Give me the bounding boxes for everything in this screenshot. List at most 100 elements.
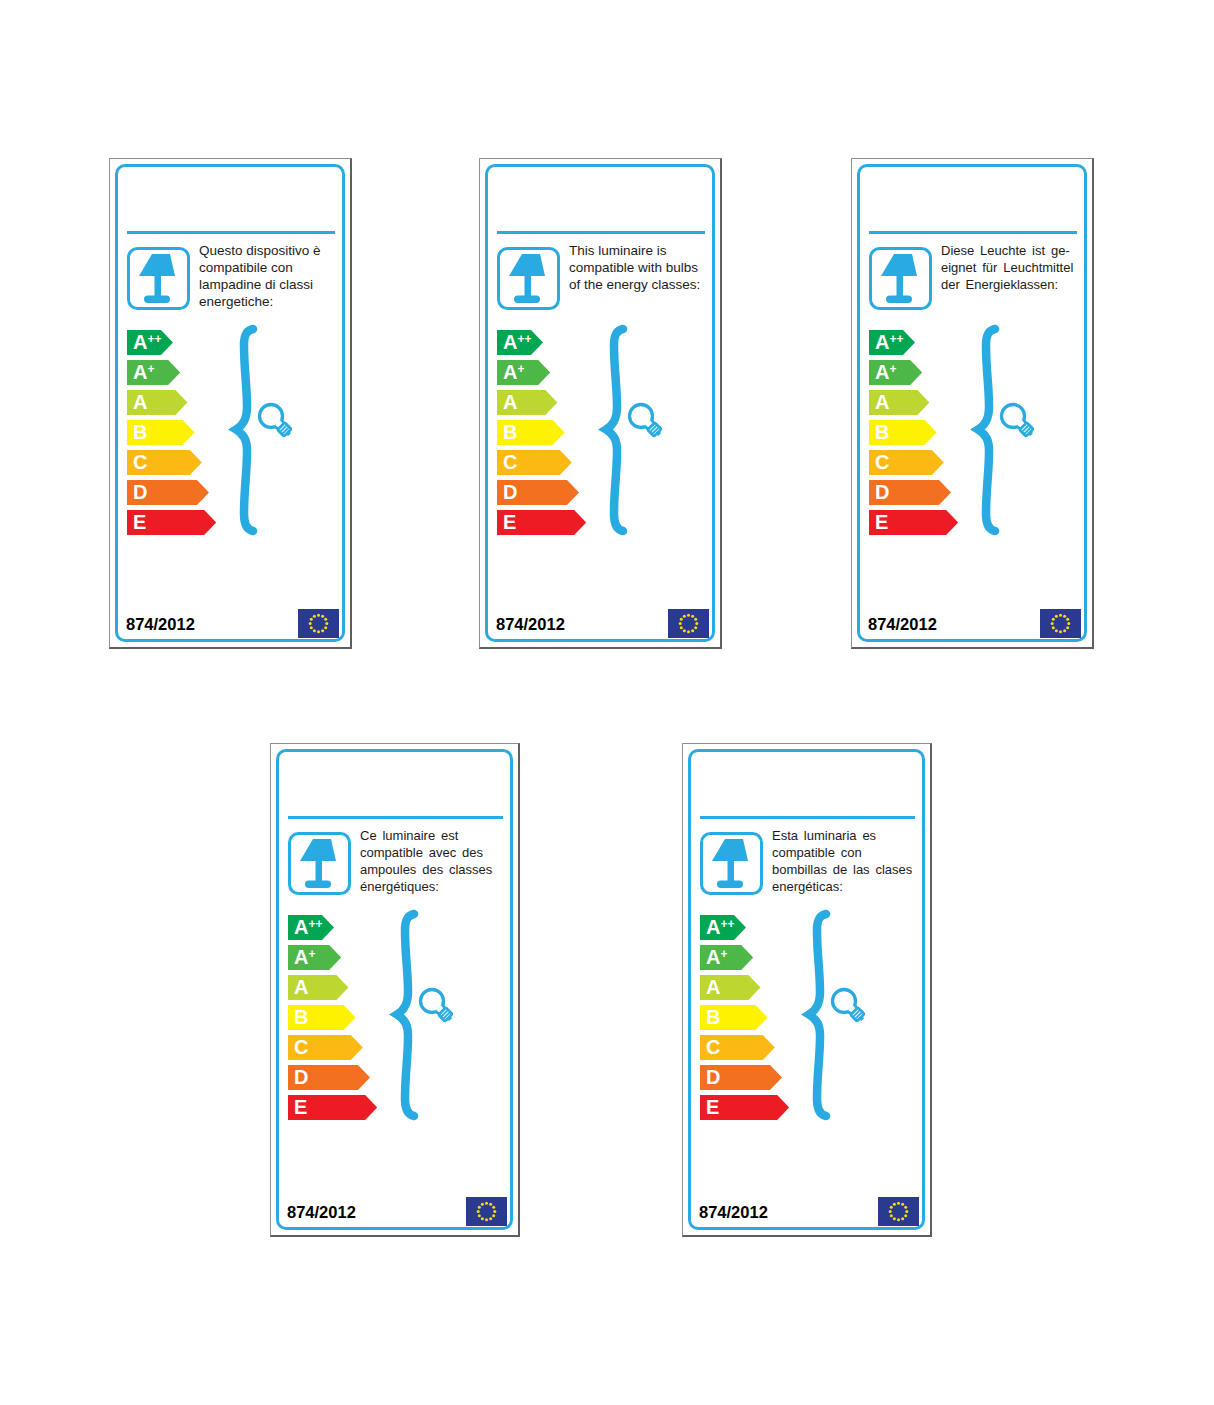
header-divider — [869, 231, 1077, 234]
regulation-number: 874/2012 — [287, 1203, 356, 1222]
energy-class-arrow-A+: A+ — [497, 360, 550, 385]
energy-class-arrow-A++: A++ — [127, 330, 173, 355]
energy-class-arrow-D: D — [497, 480, 579, 505]
energy-class-arrow-A+: A+ — [869, 360, 922, 385]
energy-label-card-french: Ce luminaire estcompatible avec desampou… — [270, 743, 520, 1237]
light-bulb-icon — [828, 985, 871, 1028]
curly-brace — [606, 329, 623, 531]
compatibility-text-line: of the energy classes: — [569, 276, 708, 293]
compatibility-text: Questo dispositivo ècompatibile conlampa… — [199, 242, 338, 310]
compatibility-text: Ce luminaire estcompatible avec desampou… — [360, 827, 506, 895]
energy-class-arrow-C: C — [700, 1035, 775, 1060]
compatibility-text-line: compatible avec des — [360, 844, 506, 861]
energy-class-arrow-B: B — [700, 1005, 768, 1030]
energy-class-arrow-C: C — [127, 450, 202, 475]
light-bulb-icon — [416, 985, 459, 1028]
energy-class-arrow-A++: A++ — [288, 915, 334, 940]
energy-class-arrow-C: C — [497, 450, 572, 475]
eu-flag-icon — [298, 609, 339, 638]
energy-class-arrow-E: E — [869, 510, 958, 535]
energy-class-scale: A++A+ABCDE — [700, 915, 789, 1125]
energy-label-card-german: Diese Leuchte ist ge-eignet für Leuchtmi… — [851, 158, 1094, 649]
compatibility-text-line: bombillas de las clases — [772, 861, 918, 878]
regulation-number: 874/2012 — [126, 615, 195, 634]
energy-class-arrow-C: C — [288, 1035, 363, 1060]
lamp-stem — [728, 859, 735, 883]
eu-flag-field — [466, 1197, 507, 1226]
eu-flag-icon — [1040, 609, 1081, 638]
curly-brace — [809, 914, 826, 1116]
compatibility-text-line: Ce luminaire est — [360, 827, 506, 844]
eu-flag-icon — [466, 1197, 507, 1226]
eu-flag-field — [298, 609, 339, 638]
lamp-stem — [525, 274, 532, 298]
energy-class-arrow-B: B — [127, 420, 195, 445]
compatibility-text: Diese Leuchte ist ge-eignet für Leuchtmi… — [941, 242, 1080, 293]
energy-class-scale: A++ A+ ABCDE — [869, 330, 958, 540]
compatibility-text-line: lampadine di classi — [199, 276, 338, 293]
brace-and-bulb-icon — [386, 910, 476, 1124]
compatibility-text-line: énergétiques: — [360, 878, 506, 895]
compatibility-text-line: Questo dispositivo è — [199, 242, 338, 259]
energy-label-card-spanish: Esta luminaria escompatible conbombillas… — [682, 743, 932, 1237]
energy-class-arrow-A: A — [869, 390, 929, 415]
brace-and-bulb-icon — [225, 325, 315, 539]
table-lamp-icon — [869, 247, 932, 310]
regulation-number: 874/2012 — [699, 1203, 768, 1222]
compatibility-text-line: ampoules des classes — [360, 861, 506, 878]
energy-class-arrow-A++: A++ — [497, 330, 543, 355]
energy-class-arrow-D: D — [288, 1065, 370, 1090]
energy-class-arrow-A+: A+ — [127, 360, 180, 385]
compatibility-text-line: This luminaire is — [569, 242, 708, 259]
energy-class-arrow-E: E — [700, 1095, 789, 1120]
compatibility-text: Esta luminaria escompatible conbombillas… — [772, 827, 918, 895]
energy-class-arrow-D: D — [700, 1065, 782, 1090]
energy-class-scale: A++A+ABCDE — [497, 330, 586, 540]
brace-and-bulb-icon — [595, 325, 685, 539]
energy-class-arrow-A+: A+ — [700, 945, 753, 970]
eu-flag-icon — [878, 1197, 919, 1226]
energy-class-arrow-A++: A++ — [869, 330, 915, 355]
light-bulb-icon — [625, 400, 668, 443]
energy-label-card-italian: Questo dispositivo ècompatibile conlampa… — [109, 158, 352, 649]
lamp-stem — [897, 274, 904, 298]
compatibility-text-line: Esta luminaria es — [772, 827, 918, 844]
energy-class-arrow-D: D — [869, 480, 951, 505]
eu-flag-field — [878, 1197, 919, 1226]
compatibility-text-line: compatible with bulbs — [569, 259, 708, 276]
eu-flag-icon — [668, 609, 709, 638]
table-lamp-icon — [127, 247, 190, 310]
light-bulb-icon — [997, 400, 1040, 443]
table-lamp-icon — [497, 247, 560, 310]
regulation-number: 874/2012 — [868, 615, 937, 634]
header-divider — [127, 231, 335, 234]
curly-brace — [236, 329, 253, 531]
energy-class-arrow-E: E — [127, 510, 216, 535]
eu-flag-field — [1040, 609, 1081, 638]
curly-brace — [978, 329, 995, 531]
lamp-base — [886, 296, 912, 304]
table-lamp-icon — [700, 832, 763, 895]
compatibility-text-line: der Energieklassen: — [941, 276, 1080, 293]
energy-class-arrow-A: A — [288, 975, 348, 1000]
header-divider — [288, 816, 503, 819]
energy-class-arrow-A+: A+ — [288, 945, 341, 970]
energy-label-card-english: This luminaire iscompatible with bulbsof… — [479, 158, 722, 649]
compatibility-text-line: compatible con — [772, 844, 918, 861]
eu-flag-field — [668, 609, 709, 638]
table-lamp-icon — [288, 832, 351, 895]
energy-class-arrow-A++: A++ — [700, 915, 746, 940]
energy-class-arrow-D: D — [127, 480, 209, 505]
brace-and-bulb-icon — [798, 910, 888, 1124]
energy-class-arrow-B: B — [288, 1005, 356, 1030]
compatibility-text-line: compatibile con — [199, 259, 338, 276]
lamp-base — [717, 881, 743, 889]
page-canvas: Questo dispositivo ècompatibile conlampa… — [0, 0, 1214, 1405]
lamp-base — [144, 296, 170, 304]
energy-class-arrow-C: C — [869, 450, 944, 475]
lamp-base — [305, 881, 331, 889]
energy-class-scale: A++A+ABCDE — [288, 915, 377, 1125]
header-divider — [497, 231, 705, 234]
header-divider — [700, 816, 915, 819]
energy-class-arrow-B: B — [869, 420, 937, 445]
